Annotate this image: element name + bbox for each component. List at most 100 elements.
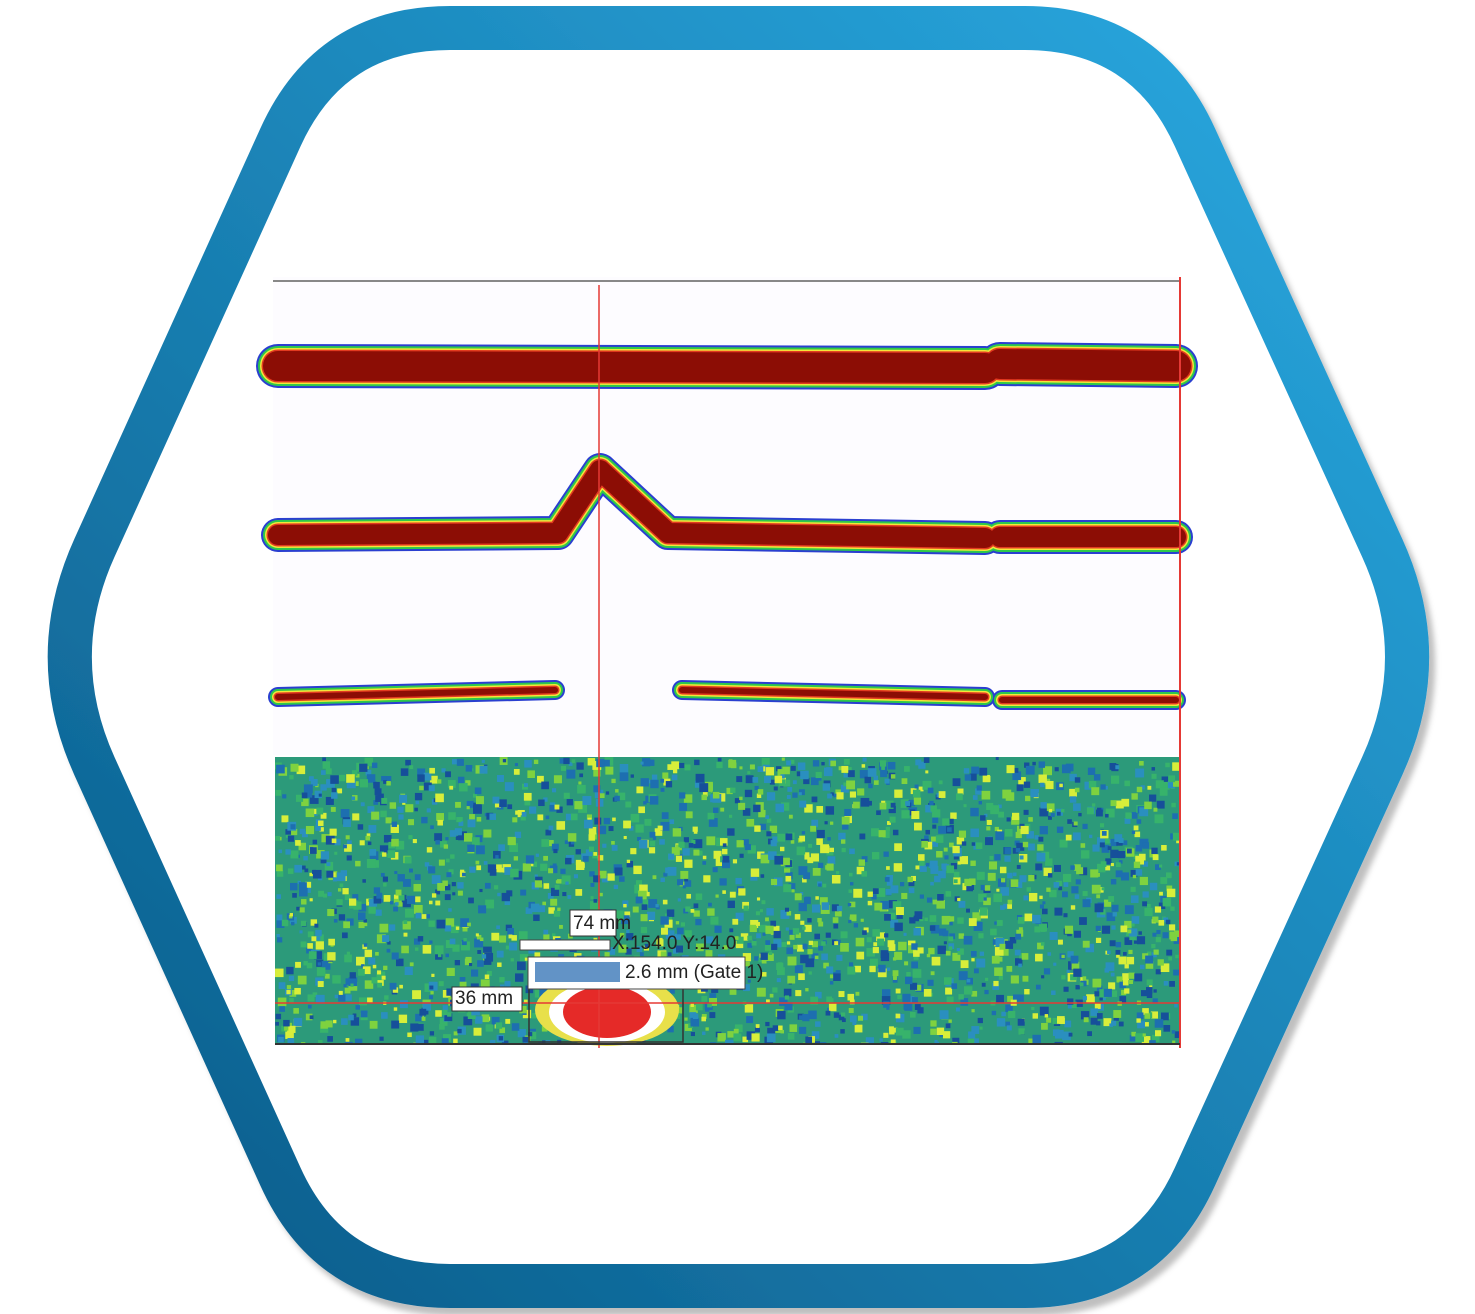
- noise-dot: [776, 978, 781, 983]
- noise-dot: [901, 810, 910, 819]
- noise-dot: [1040, 942, 1045, 946]
- noise-dot: [542, 901, 547, 906]
- noise-dot: [288, 1025, 296, 1033]
- noise-dot: [414, 807, 418, 812]
- value-bar: [535, 962, 620, 982]
- noise-dot: [1090, 1008, 1098, 1016]
- noise-dot: [640, 778, 649, 787]
- noise-dot: [790, 840, 795, 844]
- noise-dot: [976, 871, 985, 880]
- noise-dot: [691, 839, 696, 844]
- noise-dot: [460, 941, 470, 951]
- noise-dot: [885, 826, 891, 832]
- noise-dot: [358, 997, 367, 1006]
- noise-dot: [946, 996, 954, 1004]
- noise-dot: [774, 775, 783, 784]
- noise-dot: [639, 952, 644, 957]
- noise-dot: [1171, 802, 1176, 808]
- noise-dot: [468, 897, 474, 904]
- noise-dot: [276, 864, 283, 872]
- noise-dot: [438, 981, 444, 987]
- noise-dot: [317, 962, 321, 966]
- noise-dot: [849, 882, 854, 886]
- noise-dot: [720, 838, 728, 846]
- noise-dot: [966, 884, 973, 892]
- noise-dot: [722, 860, 731, 869]
- noise-dot: [847, 770, 855, 778]
- noise-dot: [959, 856, 969, 865]
- noise-dot: [543, 797, 548, 802]
- noise-dot: [769, 993, 774, 998]
- noise-dot: [978, 933, 984, 939]
- noise-dot: [973, 968, 979, 974]
- noise-dot: [1159, 864, 1163, 868]
- noise-dot: [702, 855, 707, 860]
- noise-dot: [622, 900, 629, 907]
- noise-dot: [708, 902, 712, 907]
- noise-dot: [1176, 862, 1180, 866]
- noise-dot: [954, 896, 960, 902]
- noise-dot: [455, 926, 460, 930]
- noise-dot: [930, 805, 937, 812]
- noise-dot: [494, 801, 501, 808]
- noise-dot: [1115, 800, 1124, 809]
- noise-dot: [423, 782, 432, 791]
- noise-dot: [652, 875, 657, 880]
- noise-dot: [439, 1017, 448, 1026]
- noise-dot: [720, 807, 725, 812]
- noise-dot: [712, 791, 720, 799]
- noise-dot: [291, 828, 298, 836]
- noise-dot: [843, 758, 850, 765]
- noise-dot: [446, 872, 452, 878]
- noise-dot: [383, 895, 391, 902]
- noise-dot: [414, 792, 423, 801]
- noise-dot: [1061, 954, 1065, 959]
- noise-dot: [885, 800, 894, 809]
- noise-dot: [804, 804, 813, 813]
- noise-dot: [650, 779, 659, 789]
- noise-dot: [897, 994, 902, 1000]
- noise-dot: [534, 880, 543, 888]
- noise-dot: [507, 836, 516, 846]
- noise-dot: [690, 1017, 700, 1027]
- noise-dot: [1081, 850, 1090, 859]
- noise-dot: [565, 813, 573, 821]
- noise-dot: [593, 899, 598, 903]
- noise-dot: [833, 923, 839, 929]
- noise-dot: [984, 813, 988, 818]
- noise-dot: [816, 829, 825, 839]
- noise-dot: [428, 866, 436, 874]
- noise-dot: [1133, 940, 1138, 944]
- noise-dot: [877, 938, 885, 946]
- noise-dot: [1006, 965, 1013, 972]
- noise-dot: [723, 945, 728, 950]
- noise-dot: [766, 1033, 776, 1043]
- noise-dot: [998, 975, 1004, 980]
- noise-dot: [744, 1004, 754, 1013]
- noise-dot: [840, 784, 849, 793]
- noise-dot: [358, 968, 365, 976]
- noise-dot: [981, 982, 986, 987]
- noise-dot: [397, 899, 405, 907]
- echo-band: [268, 460, 1186, 548]
- noise-dot: [971, 1026, 980, 1034]
- noise-dot: [520, 889, 527, 896]
- noise-dot: [994, 826, 999, 832]
- noise-dot: [1121, 798, 1130, 807]
- noise-dot: [1006, 817, 1011, 822]
- noise-dot: [776, 967, 785, 976]
- noise-dot: [1032, 914, 1041, 924]
- noise-dot: [939, 1010, 949, 1020]
- noise-dot: [895, 1013, 901, 1019]
- noise-dot: [303, 855, 308, 861]
- noise-dot: [948, 1019, 952, 1023]
- noise-dot: [394, 894, 399, 899]
- noise-dot: [1069, 773, 1077, 782]
- noise-dot: [995, 831, 1005, 841]
- noise-dot: [395, 958, 404, 967]
- noise-dot: [344, 954, 352, 963]
- noise-dot: [764, 776, 772, 784]
- noise-dot: [1151, 952, 1157, 958]
- noise-dot: [362, 879, 366, 883]
- noise-dot: [429, 767, 435, 774]
